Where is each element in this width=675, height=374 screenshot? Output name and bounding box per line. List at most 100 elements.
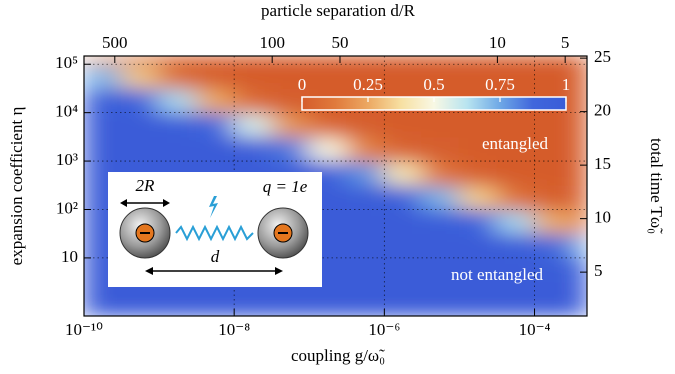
heat-cell [383,56,423,65]
heat-cell [458,63,498,89]
heat-cell [383,160,423,186]
heat-cell [421,63,460,89]
x2-tick-label: 500 [102,33,128,52]
inset-label: q = 1e [263,177,308,196]
heat-cell [571,233,587,259]
y2-tick-label: 15 [594,154,611,173]
heat-cell [496,136,536,162]
heat-cell [121,305,160,316]
heat-cell [421,305,460,316]
heat-cell [346,257,385,283]
heat-cell [158,63,198,89]
heat-cell [496,257,536,283]
x-tick-label: 10⁻¹⁰ [65,320,103,339]
heat-cell [383,136,423,162]
heat-cell [496,208,536,235]
heat-cell [383,257,423,283]
heat-cell [496,63,536,89]
heat-cell [233,63,273,89]
heat-cell [196,112,235,138]
colorbar: 0 0.25 0.5 0.75 1 [298,75,570,111]
heat-cell [458,257,498,283]
heat-cell [158,112,198,138]
inset-label: d [211,247,220,266]
y-tick-label: 10 [61,247,78,266]
y2-tick-label: 20 [594,101,611,120]
y-tick-label: 10² [56,198,78,217]
heat-cell [121,56,160,65]
heat-cell [458,281,498,307]
heat-cell [233,56,273,65]
heat-cell [571,63,587,89]
heat-cell [233,112,273,138]
heat-cell [383,233,423,259]
heat-cell [458,208,498,235]
colorbar-tick-label: 0.75 [485,75,515,94]
heat-cell [458,112,498,138]
colorbar-tick-label: 0.25 [353,75,383,94]
y2-tick-label: 5 [594,261,603,280]
heat-cell [458,160,498,186]
heat-cell [121,87,160,114]
heat-cell [571,87,587,114]
heat-cell [308,63,348,89]
y2-tick-label: 10 [594,208,611,227]
heat-cell [346,208,385,235]
heat-cell [196,63,235,89]
heat-cell [346,56,385,65]
heat-cell [421,208,460,235]
heat-cell [308,136,348,162]
x2-tick-label: 100 [259,33,285,52]
heat-cell [233,87,273,114]
heat-cell [421,136,460,162]
heat-cell [571,257,587,283]
heat-cell [534,257,573,283]
heat-cell [534,184,573,210]
heat-cell [196,56,235,65]
heat-cell [571,136,587,162]
heat-cell [534,56,573,65]
x2-tick-label: 50 [331,33,348,52]
heat-cell [496,305,536,316]
heat-cell [421,257,460,283]
heat-cell [383,112,423,138]
heat-cell [158,87,198,114]
heat-cell [534,281,573,307]
heat-cell [271,56,310,65]
heat-cell [84,305,123,316]
heat-cell [346,63,385,89]
heat-cell [496,56,536,65]
y2-tick-label: 25 [594,47,611,66]
heat-cell [346,184,385,210]
heat-cell [346,305,385,316]
heat-cell [158,305,198,316]
heat-cell [271,63,310,89]
heat-cell [383,208,423,235]
heat-cell [158,56,198,65]
heat-cell [308,56,348,65]
y-tick-label: 10³ [56,150,78,169]
heat-cell [271,112,310,138]
x2-tick-label: 5 [561,33,570,52]
heat-cell [271,136,310,162]
heat-cell [196,87,235,114]
heat-cell [121,136,160,162]
inset: 2R q = 1e d [108,172,322,287]
heat-cell [121,112,160,138]
heat-cell [196,136,235,162]
heat-cell [534,305,573,316]
x-tick-label: 10⁻⁸ [218,320,250,339]
x2-axis-label: particle separation d/R [261,1,416,20]
y-axis-label: expansion coefficient η [7,107,26,266]
x-tick-label: 10⁻⁴ [519,320,551,339]
heat-cell [383,305,423,316]
x-tick-label: 10⁻⁶ [368,320,400,339]
heat-cell [346,160,385,186]
heat-cell [421,281,460,307]
heat-cell [534,233,573,259]
heat-cell [534,160,573,186]
colorbar-tick-label: 0 [298,75,307,94]
x-axis-label: coupling g/ω̃₀ [291,346,385,365]
heat-cell [158,136,198,162]
